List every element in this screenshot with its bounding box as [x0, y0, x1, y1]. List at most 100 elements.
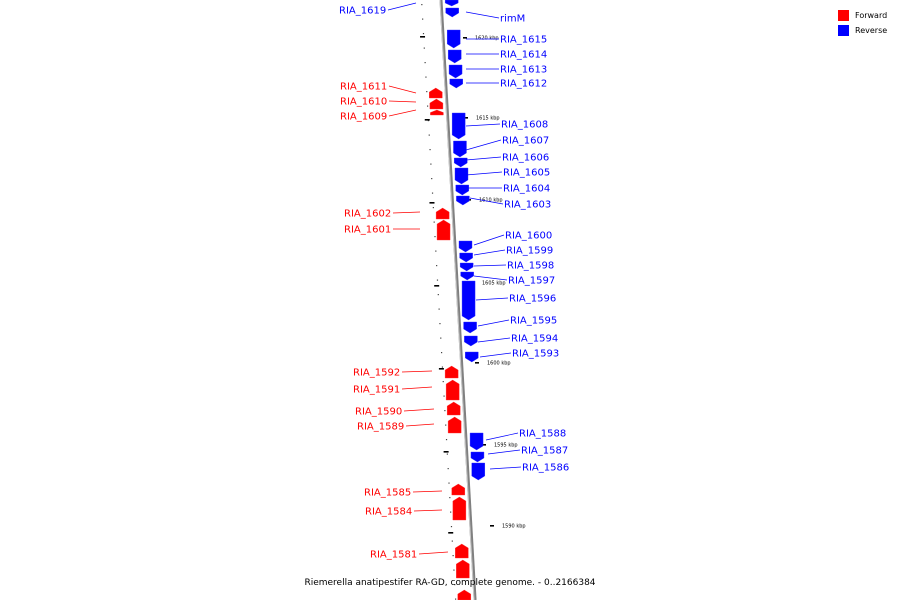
scale-tick-minor [452, 555, 454, 557]
gene-label-reverse: RIA_1608 [501, 120, 548, 131]
gene-label-forward: RIA_1584 [365, 507, 412, 518]
gene-label-reverse: RIA_1619 [339, 6, 386, 17]
leader-line-reverse [489, 466, 522, 470]
gene-label-reverse: RIA_1596 [509, 294, 556, 305]
scale-tick-minor [446, 453, 448, 455]
scale-tick-minor [425, 76, 427, 78]
gene-reverse [464, 335, 478, 347]
gene-reverse [448, 49, 462, 64]
scale-tick-major [475, 362, 479, 364]
scale-tick-minor [432, 207, 434, 209]
scale-tick-minor [423, 47, 425, 49]
gene-reverse [454, 167, 469, 185]
scale-tick-minor [445, 424, 447, 426]
legend-label-forward: Forward [855, 11, 888, 20]
scale-label: 1615 kbp [476, 116, 500, 122]
gene-forward [455, 543, 469, 559]
scale-tick-minor [436, 265, 438, 267]
gene-reverse [456, 195, 470, 206]
scale-label: 1610 kbp [479, 198, 503, 204]
gene-label-forward: RIA_1589 [357, 422, 404, 433]
leader-line-reverse [479, 352, 512, 358]
leader-line-reverse [465, 139, 502, 151]
scale-tick-minor [448, 482, 450, 484]
scale-tick-minor [450, 526, 453, 528]
leader-line-forward [418, 551, 449, 555]
gene-label-reverse: RIA_1598 [507, 261, 554, 272]
genome-axis-highlight [439, 0, 475, 600]
scale-tick-minor [429, 149, 431, 151]
gene-reverse [469, 432, 484, 451]
leader-line-reverse [473, 249, 506, 256]
gene-reverse [448, 64, 463, 79]
scale-tick-minor [431, 178, 433, 180]
leader-line-reverse [473, 264, 507, 267]
gene-label-reverse: RIA_1586 [522, 463, 569, 474]
gene-reverse [454, 157, 468, 168]
gene-label-forward: RIA_1602 [344, 209, 391, 220]
gene-label-forward: RIA_1585 [364, 488, 411, 499]
leader-line-forward [388, 85, 417, 94]
gene-label-reverse: RIA_1597 [508, 276, 555, 287]
gene-reverse [453, 140, 467, 158]
gene-label-reverse: RIA_1605 [503, 168, 550, 179]
gene-label-reverse: RIA_1613 [500, 65, 547, 76]
scale-tick-major [424, 119, 430, 121]
gene-label-forward: RIA_1601 [344, 225, 391, 236]
legend-swatch-forward [838, 10, 849, 21]
scale-tick-minor [421, 4, 423, 6]
legend-item-forward: Forward [838, 8, 887, 23]
scale-tick-major [482, 444, 486, 446]
gene-forward [435, 207, 450, 220]
gene-label-reverse: RIA_1614 [500, 50, 547, 61]
gene-reverse [463, 321, 477, 334]
gene-label-reverse: RIA_1603 [504, 200, 551, 211]
scale-tick-major [420, 36, 426, 38]
leader-line-forward [401, 386, 433, 390]
scale-tick-major [443, 451, 449, 453]
scale-tick-minor [450, 511, 452, 513]
legend-swatch-reverse [838, 25, 849, 36]
gene-label-reverse: RIA_1599 [506, 246, 553, 257]
scale-label: 1620 kbp [475, 36, 499, 42]
gene-label-reverse: rimM [500, 14, 525, 25]
gene-label-reverse: RIA_1607 [502, 136, 549, 147]
leader-line-reverse [465, 171, 503, 176]
scale-tick-major [438, 368, 444, 370]
leader-line-reverse [469, 197, 504, 205]
scale-tick-major [490, 525, 494, 527]
genome-axis [439, 0, 477, 600]
scale-tick-minor [442, 381, 444, 383]
leader-line-reverse [477, 319, 510, 327]
leader-line-reverse [465, 123, 501, 127]
map-caption: Riemerella anatipestifer RA-GD, complete… [304, 578, 596, 588]
gene-forward [452, 496, 467, 521]
scale-tick-minor [449, 497, 451, 499]
scale-tick-minor [433, 221, 435, 223]
gene-reverse [447, 29, 461, 49]
gene-label-forward: RIA_1590 [355, 407, 402, 418]
scale-tick-minor [431, 192, 434, 194]
leader-line-reverse [485, 432, 519, 441]
gene-reverse [471, 462, 485, 481]
scale-tick-minor [426, 105, 429, 107]
gene-reverse [465, 351, 479, 363]
scale-tick-minor [438, 308, 440, 310]
gene-reverse [459, 262, 474, 272]
gene-reverse [460, 271, 474, 281]
scale-label: 1595 kbp [494, 443, 518, 449]
gene-label-forward: RIA_1581 [370, 550, 417, 561]
gene-label-reverse: RIA_1594 [511, 334, 558, 345]
scale-tick-minor [434, 236, 436, 238]
gene-label-reverse: RIA_1595 [510, 316, 557, 327]
gene-reverse [455, 184, 469, 196]
leader-line-reverse [473, 275, 508, 281]
gene-label-forward: RIA_1591 [353, 385, 400, 396]
scale-tick-major [434, 285, 440, 287]
leader-line-forward [401, 370, 433, 373]
gene-label-forward: RIA_1610 [340, 97, 387, 108]
leader-line-reverse [465, 11, 500, 19]
gene-label-reverse: RIA_1606 [502, 153, 549, 164]
gene-reverse [458, 240, 473, 253]
